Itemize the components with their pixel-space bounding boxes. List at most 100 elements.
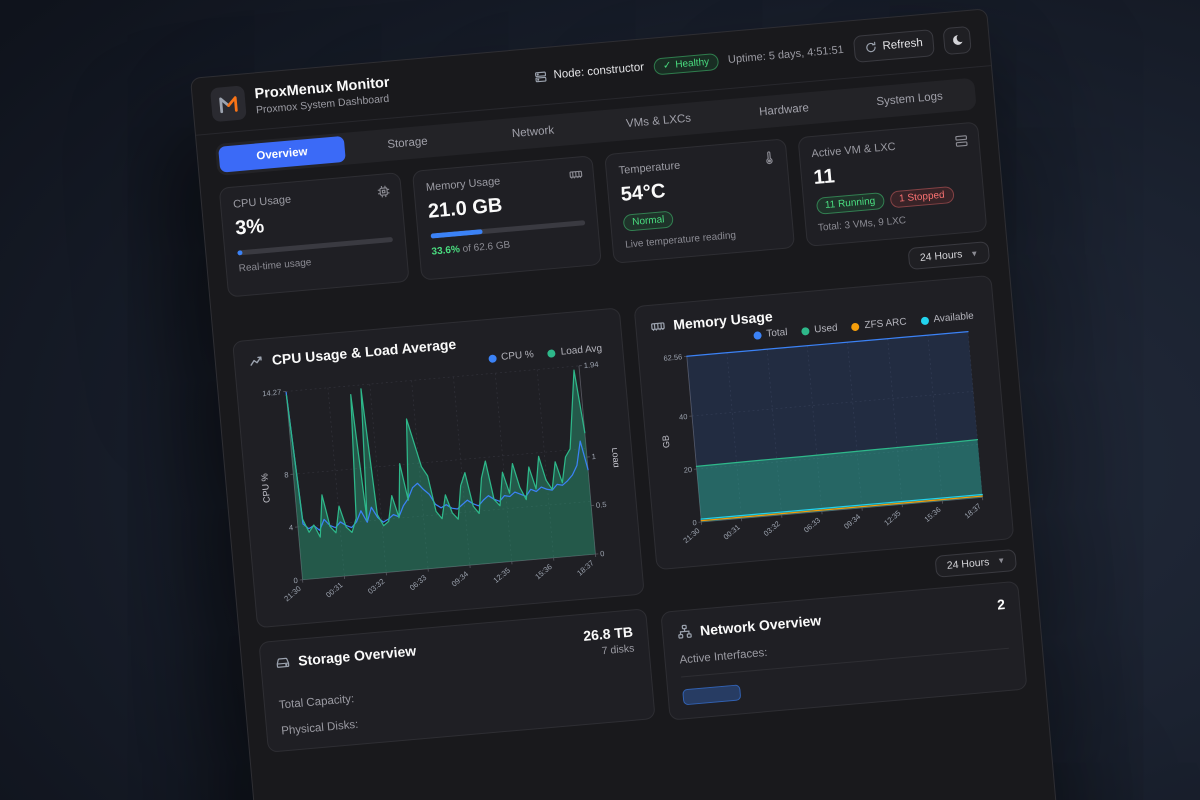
svg-text:15:36: 15:36 — [922, 505, 942, 524]
svg-text:0: 0 — [600, 549, 605, 558]
svg-text:21:30: 21:30 — [282, 584, 302, 603]
network-title: Network Overview — [699, 611, 822, 639]
svg-text:0.5: 0.5 — [596, 500, 607, 510]
svg-text:18:37: 18:37 — [963, 502, 983, 521]
legend-item: Total — [753, 327, 788, 341]
cpu-usage-card: CPU Usage 3% Real-time usage — [218, 172, 410, 298]
thermometer-icon — [761, 150, 776, 165]
storage-total-value: 26.8 TB — [582, 623, 634, 645]
network-overview-card: Network Overview 2 Active Interfaces: — [660, 580, 1028, 721]
vm-caption: Total: 3 VMs, 9 LXC — [817, 215, 907, 234]
legend-dot — [547, 348, 557, 358]
svg-text:12:35: 12:35 — [492, 566, 512, 585]
cpu-caption: Real-time usage — [238, 257, 312, 275]
cpu-load-chart-card: CPU Usage & Load Average CPU % Load Avg 0… — [232, 307, 645, 629]
memory-value: 21.0 GB — [427, 194, 504, 223]
svg-text:8: 8 — [284, 470, 289, 479]
temperature-caption: Live temperature reading — [624, 230, 737, 251]
legend-dot — [851, 322, 860, 331]
memory-caption: 33.6% of 62.6 GB — [431, 239, 511, 258]
cpu-value: 3% — [234, 215, 266, 240]
tab-hardware[interactable]: Hardware — [758, 102, 810, 119]
storage-disks-value: 7 disks — [601, 642, 635, 658]
svg-text:09:34: 09:34 — [842, 512, 862, 531]
tab-storage[interactable]: Storage — [386, 135, 429, 152]
line-chart-icon — [248, 353, 264, 369]
moon-icon — [950, 33, 964, 47]
svg-text:20: 20 — [683, 465, 692, 475]
svg-text:GB: GB — [660, 435, 671, 449]
temperature-status-badge: Normal — [622, 210, 675, 232]
svg-text:21:30: 21:30 — [681, 526, 701, 545]
svg-text:06:33: 06:33 — [802, 516, 822, 535]
check-icon: ✓ — [662, 59, 672, 72]
temperature-value: 54°C — [619, 180, 667, 206]
network-icon — [676, 624, 692, 640]
memory-usage-card: Memory Usage 21.0 GB 33.6% of 62.6 GB — [411, 155, 602, 281]
storage-title: Storage Overview — [297, 642, 417, 669]
chevron-down-icon: ▼ — [996, 556, 1006, 566]
chevron-down-icon: ▼ — [969, 248, 979, 259]
proxmenux-logo — [209, 85, 247, 123]
svg-text:03:32: 03:32 — [762, 519, 782, 538]
vm-stopped-badge: 1 Stopped — [889, 185, 955, 209]
tab-network[interactable]: Network — [511, 124, 555, 141]
vm-running-badge: 11 Running — [815, 191, 885, 215]
svg-text:00:31: 00:31 — [722, 523, 742, 542]
svg-text:62.56: 62.56 — [663, 352, 682, 363]
svg-text:15:36: 15:36 — [533, 562, 553, 581]
svg-text:1: 1 — [591, 452, 596, 461]
dashboard-window: ProxMenux Monitor Proxmox System Dashboa… — [190, 8, 1059, 800]
memory-chart: 0 20 40 62.56 21:30 00:31 03:32 06:33 09:34 12:35… — [660, 331, 984, 545]
svg-text:09:34: 09:34 — [450, 569, 471, 589]
svg-text:0: 0 — [293, 576, 298, 585]
legend-dot — [753, 330, 762, 340]
svg-text:0: 0 — [692, 518, 697, 527]
active-vm-card: Active VM & LXC 11 11 Running 1 Stopped … — [796, 121, 988, 247]
tab-system-logs[interactable]: System Logs — [875, 90, 944, 109]
legend-dot — [487, 353, 497, 363]
svg-text:40: 40 — [679, 412, 688, 422]
storage-overview-card: Storage Overview 26.8 TB 7 disks Total C… — [258, 608, 656, 753]
svg-text:CPU %: CPU % — [259, 473, 272, 503]
memory-icon — [568, 167, 583, 182]
uptime-text: Uptime: 5 days, 4:51:51 — [727, 43, 845, 67]
refresh-button[interactable]: Refresh — [852, 28, 935, 63]
svg-text:1.94: 1.94 — [583, 360, 599, 370]
time-range-select[interactable]: 24 Hours ▼ — [908, 241, 991, 270]
node-indicator: Node: constructor — [534, 61, 645, 84]
node-label: Node: constructor — [553, 61, 645, 82]
svg-text:06:33: 06:33 — [408, 573, 428, 592]
svg-text:03:32: 03:32 — [366, 577, 386, 596]
svg-text:00:31: 00:31 — [324, 580, 344, 599]
network-time-range-select[interactable]: 24 Hours ▼ — [934, 548, 1018, 578]
tab-vms-lxcs[interactable]: VMs & LXCs — [625, 112, 692, 131]
memory-icon — [650, 318, 666, 334]
stack-icon — [954, 133, 969, 148]
svg-text:12:35: 12:35 — [882, 509, 902, 528]
legend-dot — [801, 326, 810, 336]
cpu-load-chart: 0 4 8 14.27 0 0.5 1 1.94 21:30 00:31 03:32 06:33 09:… — [259, 360, 622, 603]
interface-badge[interactable] — [682, 684, 742, 706]
dark-mode-toggle[interactable] — [942, 25, 972, 55]
svg-text:18:37: 18:37 — [575, 558, 595, 577]
svg-text:4: 4 — [289, 523, 295, 532]
stats-row: CPU Usage 3% Real-time usage Memory Usag… — [218, 121, 988, 298]
hard-drive-icon — [275, 654, 291, 670]
svg-text:Load: Load — [610, 447, 622, 468]
refresh-icon — [864, 41, 877, 54]
server-icon — [534, 69, 548, 83]
network-interface-count: 2 — [996, 595, 1006, 613]
legend-item: Used — [801, 323, 838, 337]
cpu-progress-fill — [237, 250, 243, 256]
cpu-icon — [376, 184, 391, 199]
health-badge: ✓ Healthy — [653, 52, 719, 75]
temperature-card: Temperature 54°C Normal Live temperature… — [604, 138, 795, 264]
legend-dot — [920, 316, 929, 325]
header-bar: ProxMenux Monitor Proxmox System Dashboa… — [191, 9, 992, 136]
memory-progress-fill — [429, 229, 483, 239]
tab-overview[interactable]: Overview — [218, 135, 346, 173]
svg-text:14.27: 14.27 — [262, 388, 282, 399]
vm-count-value: 11 — [812, 165, 836, 189]
memory-chart-card: Memory Usage Total Used ZFS ARC Available 0… — [633, 274, 1015, 570]
